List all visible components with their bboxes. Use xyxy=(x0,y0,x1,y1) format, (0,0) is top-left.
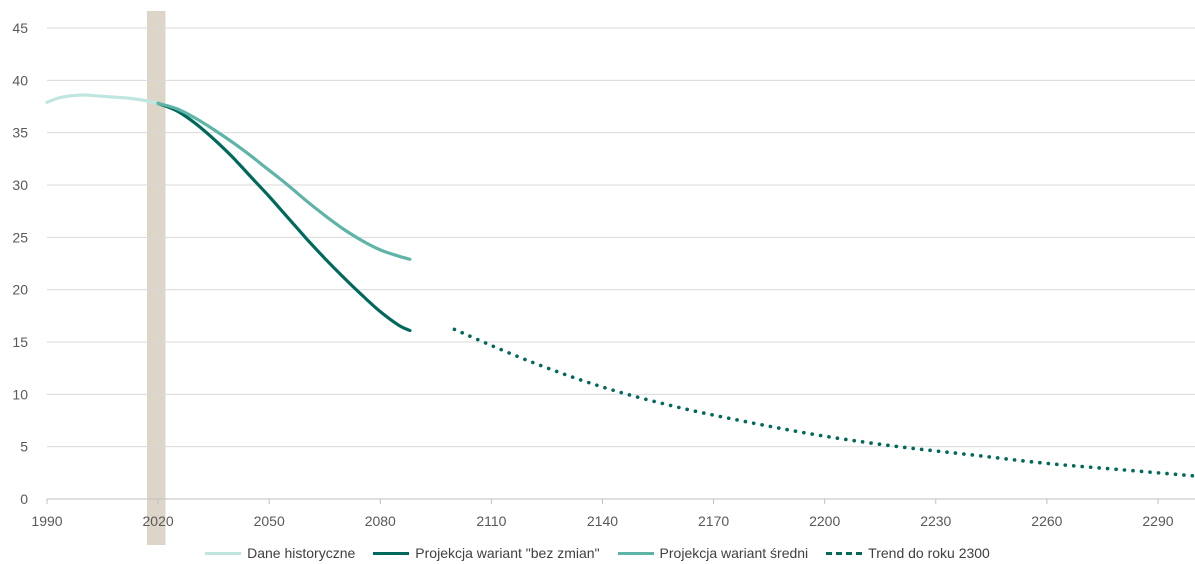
legend-item: Dane historyczne xyxy=(205,545,355,561)
series-line-2 xyxy=(156,101,412,261)
legend-swatch xyxy=(205,551,242,555)
y-tick-label: 20 xyxy=(12,282,28,298)
series-line-3 xyxy=(452,327,1195,478)
x-tick-label: 2170 xyxy=(698,513,729,529)
series-line-0 xyxy=(45,93,160,105)
legend-label: Dane historyczne xyxy=(247,545,356,561)
series-line-1 xyxy=(156,101,412,333)
x-tick-label: 2080 xyxy=(365,513,396,529)
y-tick-label: 40 xyxy=(12,72,28,88)
series-lines xyxy=(45,93,1195,478)
legend-swatch xyxy=(826,551,863,555)
gridlines xyxy=(47,27,1195,448)
y-tick-label: 0 xyxy=(20,491,28,507)
x-tick-label: 2230 xyxy=(920,513,951,529)
x-tick-label: 2260 xyxy=(1031,513,1062,529)
legend-item: Projekcja wariant średni xyxy=(617,545,809,561)
x-tick-label: 2200 xyxy=(809,513,840,529)
legend-label: Trend do roku 2300 xyxy=(868,545,990,561)
legend-item: Trend do roku 2300 xyxy=(826,545,990,561)
legend-label: Projekcja wariant średni xyxy=(659,545,809,561)
chart: 0 5 10 15 20 25 30 35 40 45 1990 2020 2050 2080 2110 21… xyxy=(12,11,1195,545)
highlight-band-layer xyxy=(146,11,166,545)
legend-label: Projekcja wariant "bez zmian" xyxy=(415,545,600,561)
x-tick-label: 2050 xyxy=(254,513,285,529)
legend-item: Projekcja wariant "bez zmian" xyxy=(373,545,600,561)
y-tick-label: 45 xyxy=(12,20,28,36)
legend: Dane historyczne Projekcja wariant "bez z… xyxy=(0,542,1195,564)
axes: 0 5 10 15 20 25 30 35 40 45 1990 2020 2050 2080 2110 21… xyxy=(12,20,1195,529)
x-tick-label: 2140 xyxy=(587,513,618,529)
y-tick-label: 10 xyxy=(12,386,28,402)
y-tick-label: 35 xyxy=(12,125,28,141)
y-tick-label: 25 xyxy=(12,229,28,245)
y-tick-label: 15 xyxy=(12,334,28,350)
x-tick-label: 2290 xyxy=(1142,513,1173,529)
x-tick-label: 1990 xyxy=(31,513,62,529)
x-tick-label: 2020 xyxy=(143,513,174,529)
legend-swatch xyxy=(617,551,654,555)
x-tick-label: 2110 xyxy=(476,513,506,529)
highlight-band xyxy=(146,11,166,545)
y-tick-label: 30 xyxy=(12,177,28,193)
y-tick-label: 5 xyxy=(20,439,28,455)
legend-swatch xyxy=(373,551,410,555)
